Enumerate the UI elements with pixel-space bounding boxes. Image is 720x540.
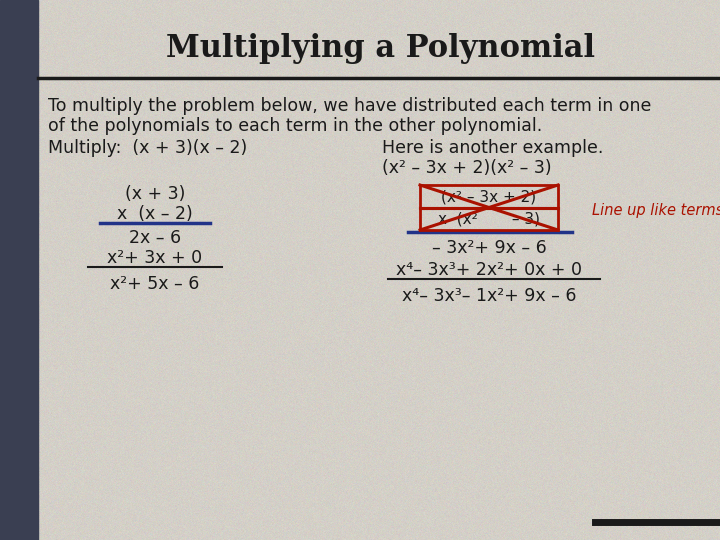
Text: Multiply:  (x + 3)(x – 2): Multiply: (x + 3)(x – 2) xyxy=(48,139,247,157)
Text: – 3x²+ 9x – 6: – 3x²+ 9x – 6 xyxy=(431,239,546,257)
Text: (x² – 3x + 2)(x² – 3): (x² – 3x + 2)(x² – 3) xyxy=(382,159,552,177)
Text: Multiplying a Polynomial: Multiplying a Polynomial xyxy=(166,32,595,64)
Text: Here is another example.: Here is another example. xyxy=(382,139,603,157)
Text: x  (x – 2): x (x – 2) xyxy=(117,205,193,223)
Text: x  (x²       – 3): x (x² – 3) xyxy=(438,212,540,226)
Text: x²+ 3x + 0: x²+ 3x + 0 xyxy=(107,249,202,267)
Text: Line up like terms.: Line up like terms. xyxy=(592,202,720,218)
Text: (x² – 3x + 2): (x² – 3x + 2) xyxy=(441,190,536,205)
Text: x⁴– 3x³+ 2x²+ 0x + 0: x⁴– 3x³+ 2x²+ 0x + 0 xyxy=(396,261,582,279)
Bar xyxy=(0,0,38,540)
Text: x⁴– 3x³– 1x²+ 9x – 6: x⁴– 3x³– 1x²+ 9x – 6 xyxy=(402,287,576,305)
Text: To multiply the problem below, we have distributed each term in one: To multiply the problem below, we have d… xyxy=(48,97,652,115)
Text: of the polynomials to each term in the other polynomial.: of the polynomials to each term in the o… xyxy=(48,117,542,135)
Text: 2x – 6: 2x – 6 xyxy=(129,229,181,247)
Text: (x + 3): (x + 3) xyxy=(125,185,185,203)
Text: x²+ 5x – 6: x²+ 5x – 6 xyxy=(110,275,199,293)
